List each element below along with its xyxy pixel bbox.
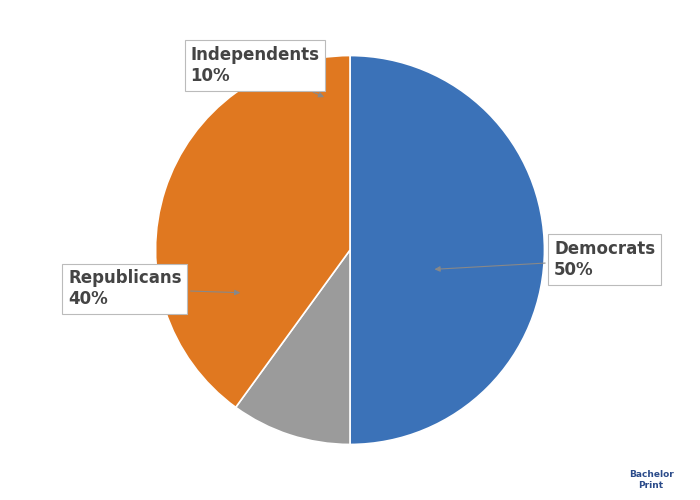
Wedge shape [155,56,350,408]
Text: Bachelor
Print: Bachelor Print [629,470,673,490]
Wedge shape [236,250,350,444]
Wedge shape [350,56,545,444]
Text: Independents
10%: Independents 10% [190,46,323,97]
Text: Democrats
50%: Democrats 50% [435,240,655,279]
Text: Republicans
40%: Republicans 40% [68,270,239,308]
